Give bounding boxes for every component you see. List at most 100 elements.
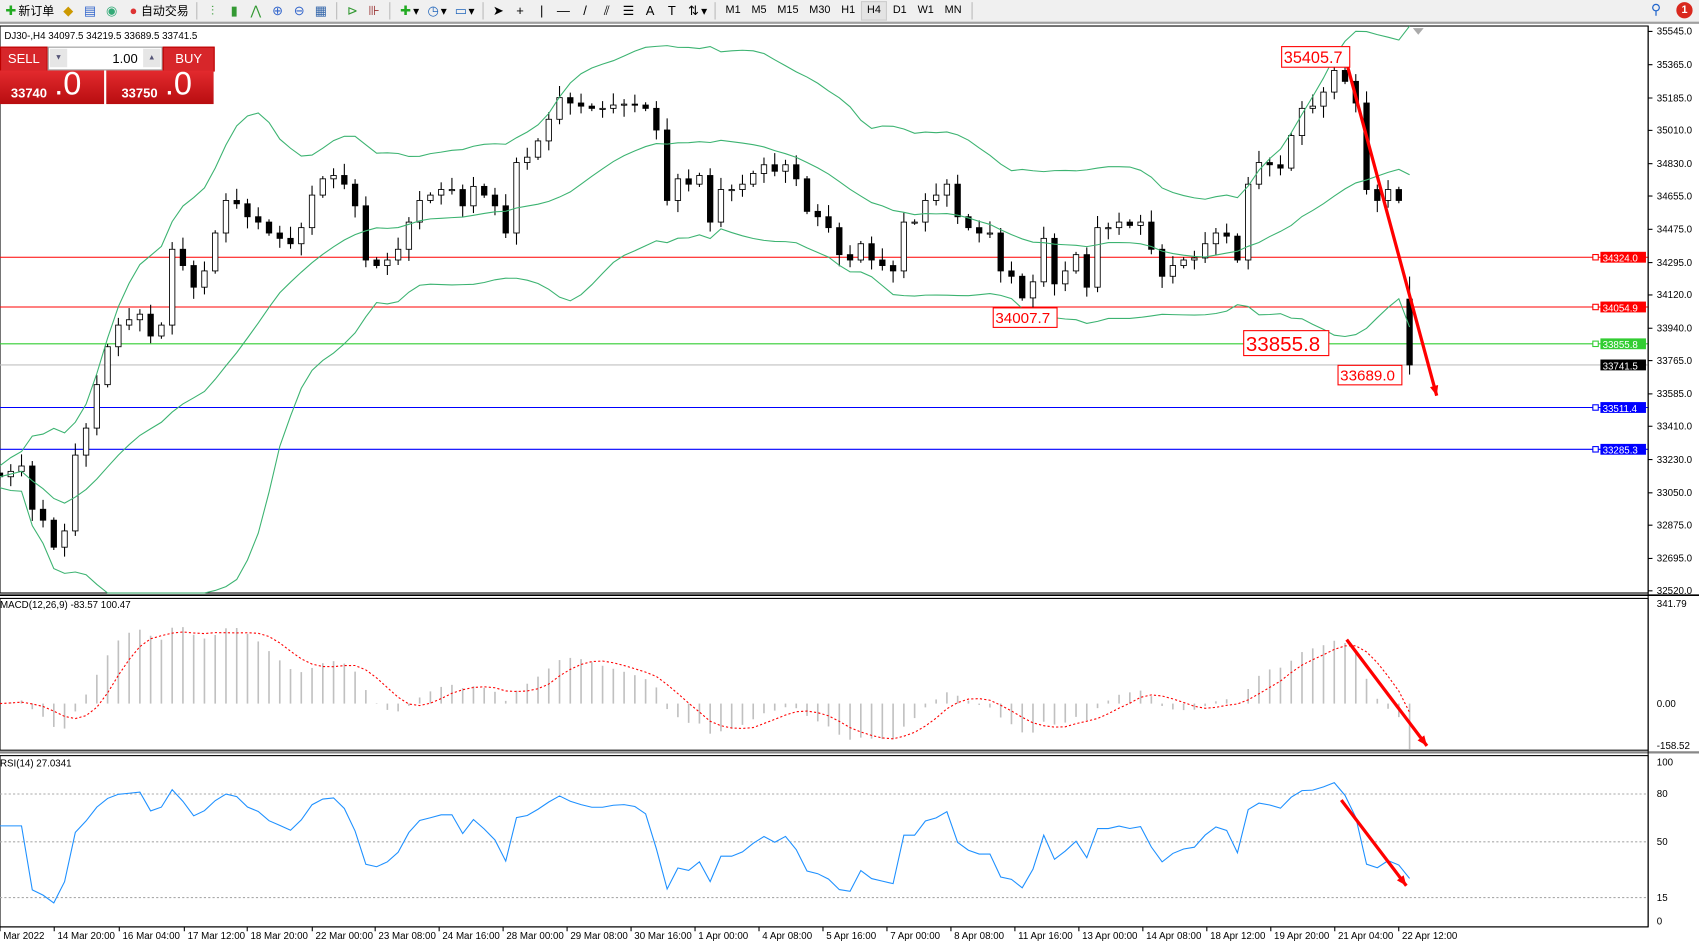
bull-candle: [1029, 281, 1037, 299]
rsi-y-tick-label: 0: [1657, 917, 1663, 928]
arrows-button[interactable]: ⇅ ▾: [683, 1, 711, 21]
lot-decrease-button[interactable]: ▼: [49, 48, 68, 68]
auto-trading-button[interactable]: ● 自动交易: [123, 1, 192, 21]
notification-badge[interactable]: 1: [1676, 1, 1693, 18]
x-tick-label: 7 Apr 00:00: [890, 931, 940, 941]
price-line-label: 34054.9: [1603, 303, 1638, 314]
rsi-trend-arrow: [1339, 799, 1408, 887]
price-line-label-bg: [1600, 359, 1646, 371]
timeframe-w1[interactable]: W1: [917, 4, 934, 17]
bear-candle: [255, 216, 262, 223]
bear-candle: [1008, 270, 1015, 277]
chart-area[interactable]: 34324.0 34054.9 33855.8 33741.5 33511.4 33285…: [0, 24, 1699, 941]
bull-candle: [298, 227, 305, 245]
lot-increase-button[interactable]: ▲: [143, 48, 161, 68]
vertical-line-button[interactable]: |: [531, 1, 553, 21]
bear-candle: [190, 265, 197, 288]
rsi-label: RSI(14) 27.0341: [0, 758, 72, 769]
rsi-y-tick-label: 50: [1657, 837, 1668, 848]
bull-candle: [782, 164, 789, 172]
timeframe-mn[interactable]: MN: [944, 4, 962, 17]
lot-size-input[interactable]: ▼ 1.00 ▲: [47, 46, 163, 71]
price-line-label: 33285.3: [1603, 446, 1638, 457]
bar-chart-icon: ⫶: [210, 3, 215, 19]
timeframe-d1[interactable]: D1: [892, 4, 907, 17]
timeframe-m1[interactable]: M1: [725, 4, 741, 17]
chart-header: DJ30-,H4 34097.5 34219.5 33689.5 33741.5: [4, 31, 198, 42]
x-tick-label: 18 Apr 12:00: [1210, 931, 1266, 941]
data-window-button[interactable]: ▤: [79, 1, 101, 21]
y-tick-label: 32875.0: [1657, 520, 1693, 531]
macd-y-tick-label: -158.52: [1657, 741, 1690, 752]
price-line-label: 33511.4: [1603, 404, 1638, 415]
line-chart-button[interactable]: ⋀: [245, 1, 267, 21]
timeframe-h4[interactable]: H4: [860, 1, 888, 21]
bear-candle: [653, 107, 660, 131]
bull-candle: [136, 313, 144, 321]
templates-button[interactable]: ▭ ▾: [454, 3, 475, 19]
bear-candle: [459, 189, 466, 207]
trendline-button[interactable]: /: [574, 1, 596, 21]
market-watch-button[interactable]: ◆: [57, 1, 79, 21]
bear-candle: [1051, 237, 1058, 285]
bear-candle: [685, 178, 692, 185]
divider: [971, 2, 973, 20]
timeframe-h1[interactable]: H1: [841, 4, 856, 17]
bull-candle: [900, 221, 908, 272]
bull-candle: [427, 194, 434, 201]
chart-shift-icon: ⊪: [368, 3, 380, 19]
text-label-button[interactable]: T: [661, 1, 683, 21]
price-line-label: 33855.8: [1603, 340, 1638, 351]
signal-button[interactable]: ◉: [101, 1, 123, 21]
cursor-button[interactable]: ➤: [487, 1, 509, 21]
bull-candle: [696, 175, 703, 185]
text-button[interactable]: A: [639, 1, 661, 21]
arrows-icon: ⇅: [688, 3, 699, 19]
fibonacci-button[interactable]: ☰: [618, 1, 640, 21]
bear-candle: [233, 200, 240, 205]
macd-y-tick-label: 341.79: [1657, 599, 1687, 610]
lot-value: 1.00: [112, 50, 138, 67]
timeframe-m15[interactable]: M15: [777, 4, 799, 17]
rsi-trend-arrow-head: [1396, 875, 1407, 886]
bull-candle: [1331, 70, 1338, 93]
tile-windows-button[interactable]: ▦: [310, 1, 332, 21]
timeframe-m5[interactable]: M5: [751, 4, 767, 17]
periods-button[interactable]: ◷ ▾: [427, 3, 447, 19]
candlestick-button[interactable]: ▮: [223, 1, 245, 21]
zoom-in-button[interactable]: ⊕: [267, 1, 289, 21]
chart-shift-button[interactable]: ⊪: [363, 1, 385, 21]
new-order-button[interactable]: ✚ 新订单: [0, 1, 57, 21]
buy-price[interactable]: 33750 .0: [106, 66, 214, 105]
bull-candle: [1040, 237, 1047, 283]
timeframe-m30[interactable]: M30: [809, 4, 831, 17]
main-panel-frame: [0, 25, 1649, 594]
bull-candle: [72, 454, 79, 532]
new-order-icon: ✚: [5, 3, 17, 19]
rsi-line: [0, 781, 1411, 904]
auto-scroll-button[interactable]: ⊳: [342, 1, 364, 21]
bear-candle: [29, 465, 36, 510]
x-tick-label: 4 Apr 08:00: [762, 931, 812, 941]
trend-arrow: [1346, 66, 1439, 397]
bull-candle: [125, 319, 133, 326]
buy-button[interactable]: BUY: [162, 46, 215, 72]
sell-price-main: 33740: [10, 85, 48, 101]
horizontal-line-button[interactable]: —: [553, 1, 575, 21]
indicators-button[interactable]: ✚ ▾: [395, 1, 423, 21]
bear-candle: [965, 216, 972, 229]
bull-candle: [1288, 135, 1295, 169]
crosshair-button[interactable]: +: [509, 1, 531, 21]
zoom-out-button[interactable]: ⊖: [288, 1, 310, 21]
search-icon[interactable]: ⚲: [1650, 1, 1662, 18]
bear-candle: [0, 472, 4, 478]
bear-candle: [1395, 189, 1402, 201]
sell-price[interactable]: 33740 .0: [0, 66, 105, 105]
bull-candle: [82, 427, 90, 456]
bar-chart-button[interactable]: ⫶: [202, 1, 224, 21]
bear-candle: [147, 313, 154, 337]
bull-candle: [1137, 221, 1144, 226]
equidistant-channel-button[interactable]: ⫽: [596, 1, 618, 21]
bear-candle: [502, 205, 509, 234]
sell-button[interactable]: SELL: [0, 46, 48, 72]
